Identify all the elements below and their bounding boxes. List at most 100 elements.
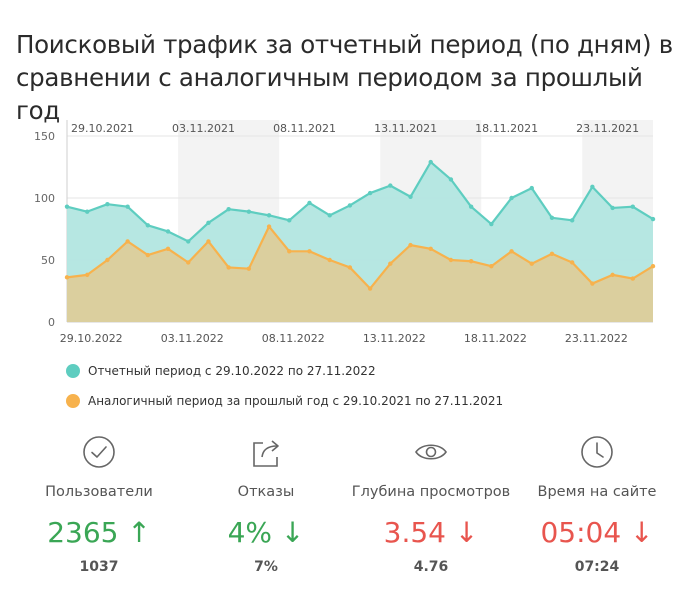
- data-point: [610, 205, 615, 211]
- data-point: [165, 246, 171, 252]
- kpi-time-prev: 07:24: [574, 559, 620, 575]
- x-tick-label: 18.11.2022: [464, 332, 527, 345]
- data-point: [468, 259, 474, 264]
- legend-dot-previous: [66, 394, 80, 408]
- data-point: [226, 265, 231, 270]
- kpi-users-prev: 1037: [79, 559, 119, 575]
- kpi-bounces-label: Отказы: [237, 484, 295, 500]
- x-top-tick-label: 08.11.2021: [273, 122, 336, 135]
- data-point: [529, 185, 534, 191]
- data-point: [650, 264, 656, 269]
- data-point: [367, 286, 373, 291]
- x-tick-label: 03.11.2022: [161, 332, 224, 345]
- data-point: [428, 159, 433, 165]
- data-point: [206, 220, 211, 225]
- data-point: [408, 242, 413, 248]
- x-top-tick-label: 13.11.2021: [374, 122, 437, 135]
- data-point: [448, 257, 454, 263]
- data-point: [590, 184, 595, 190]
- legend-dot-current: [66, 364, 80, 378]
- data-point: [650, 216, 656, 222]
- data-point: [125, 239, 130, 244]
- check-circle-icon: [13, 432, 185, 472]
- kpi-bounces-value: 4% ↓: [227, 516, 305, 549]
- y-tick-label: 0: [48, 316, 55, 329]
- data-point: [165, 229, 171, 234]
- data-point: [105, 202, 110, 207]
- data-point: [367, 190, 373, 196]
- data-point: [569, 218, 575, 223]
- y-tick-label: 150: [34, 130, 55, 143]
- data-point: [509, 195, 514, 201]
- clock-icon: [511, 432, 683, 472]
- series-line-1: [66, 225, 654, 290]
- data-point: [246, 209, 252, 214]
- data-point: [590, 281, 595, 286]
- data-point: [347, 203, 353, 208]
- legend-item-current[interactable]: Отчетный период с 29.10.2022 по 27.11.20…: [66, 364, 376, 378]
- data-point: [226, 206, 231, 212]
- data-point: [85, 272, 90, 278]
- kpi-time: Время на сайте 05:04 ↓ 07:24: [511, 432, 683, 575]
- legend-item-previous[interactable]: Аналогичный период за прошлый год с 29.1…: [66, 394, 503, 408]
- kpi-users: Пользователи 2365 ↑ 1037: [13, 432, 185, 575]
- data-point: [428, 246, 433, 252]
- data-point: [105, 257, 110, 263]
- data-point: [64, 204, 70, 209]
- data-point: [206, 239, 211, 244]
- data-point: [287, 249, 292, 254]
- data-point: [85, 209, 90, 214]
- data-point: [529, 261, 534, 266]
- data-point: [388, 261, 393, 266]
- legend-label-previous: Аналогичный период за прошлый год с 29.1…: [88, 394, 504, 408]
- data-point: [610, 272, 615, 278]
- data-point: [266, 224, 272, 229]
- eye-icon: [345, 432, 517, 472]
- data-point: [509, 249, 514, 254]
- kpi-time-label: Время на сайте: [537, 484, 657, 500]
- legend-label-current: Отчетный период с 29.10.2022 по 27.11.20…: [88, 364, 376, 378]
- x-tick-label: 13.11.2022: [363, 332, 426, 345]
- y-tick-label: 50: [41, 254, 55, 267]
- data-point: [287, 218, 292, 223]
- data-point: [266, 213, 272, 218]
- kpi-users-value: 2365 ↑: [47, 516, 151, 549]
- kpi-bounces-prev: 7%: [254, 559, 278, 575]
- x-top-tick-label: 29.10.2021: [71, 122, 134, 135]
- kpi-bounces: Отказы 4% ↓ 7%: [180, 432, 352, 575]
- series-line-0: [66, 160, 654, 243]
- y-tick-label: 100: [34, 192, 55, 205]
- data-point: [145, 252, 151, 258]
- x-top-tick-label: 18.11.2021: [475, 122, 538, 135]
- x-top-tick-label: 03.11.2021: [172, 122, 235, 135]
- data-point: [327, 257, 332, 263]
- data-point: [549, 215, 555, 221]
- kpi-time-value: 05:04 ↓: [540, 516, 654, 549]
- data-point: [549, 251, 555, 256]
- series-area-1: [67, 226, 653, 322]
- share-icon: [180, 432, 352, 472]
- kpi-depth: Глубина просмотров 3.54 ↓ 4.76: [345, 432, 517, 575]
- kpi-depth-prev: 4.76: [413, 559, 449, 575]
- x-top-tick-label: 23.11.2021: [576, 122, 639, 135]
- traffic-area-chart: 0 50 100 150 29.10.2022 29.10.2021 03.11.2022 0…: [34, 120, 656, 345]
- data-point: [388, 183, 393, 188]
- data-point: [489, 221, 494, 227]
- data-point: [630, 276, 635, 281]
- data-point: [64, 275, 70, 280]
- x-tick-label: 29.10.2022: [60, 332, 123, 345]
- x-tick-label: 23.11.2022: [565, 332, 628, 345]
- kpi-depth-value: 3.54 ↓: [383, 516, 479, 549]
- data-point: [307, 249, 312, 254]
- data-point: [347, 265, 353, 270]
- data-point: [186, 260, 191, 265]
- data-point: [408, 194, 413, 199]
- data-point: [186, 239, 191, 244]
- data-point: [145, 223, 151, 228]
- data-point: [468, 204, 474, 209]
- page-title: Поисковый трафик за отчетный период (по …: [16, 30, 673, 125]
- kpi-depth-label: Глубина просмотров: [351, 484, 511, 500]
- data-point: [569, 260, 575, 265]
- data-point: [307, 200, 312, 206]
- data-point: [327, 213, 332, 218]
